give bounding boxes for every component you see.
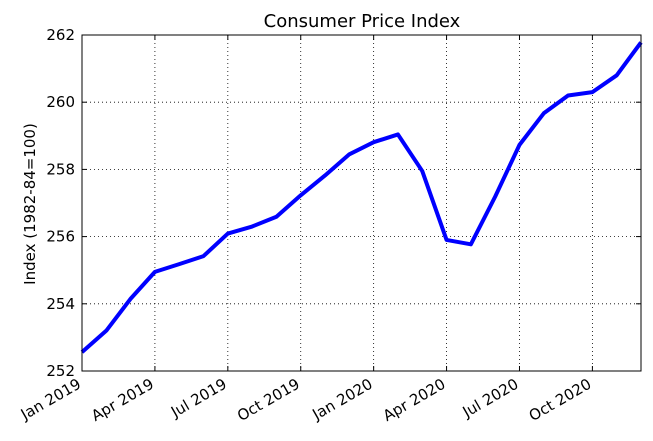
- y-tick-label: 262: [46, 26, 75, 44]
- x-tick-label: Jul 2020: [459, 375, 522, 422]
- y-tick-label: 254: [46, 295, 75, 313]
- series-layer: [80, 41, 643, 354]
- x-tick-label: Apr 2019: [88, 375, 157, 425]
- y-tick-label: 256: [46, 228, 75, 246]
- x-tick-label: Jan 2020: [309, 375, 376, 424]
- series-line-0: [80, 41, 643, 354]
- gridlines: [82, 35, 641, 371]
- y-tick-label: 258: [46, 160, 75, 178]
- y-tick-label: 260: [46, 93, 75, 111]
- x-tick-label: Oct 2020: [526, 375, 595, 425]
- plot-area-frame: [81, 34, 642, 372]
- x-tick-label: Apr 2020: [380, 375, 449, 425]
- y-tick-label: 252: [46, 362, 75, 380]
- x-tick-label: Jul 2019: [167, 375, 230, 422]
- x-tick-label: Oct 2019: [234, 375, 303, 425]
- x-tick-label: Jan 2019: [17, 375, 84, 424]
- chart-title: Consumer Price Index: [264, 11, 461, 32]
- y-axis-label: Index (1982-84=100): [21, 123, 39, 285]
